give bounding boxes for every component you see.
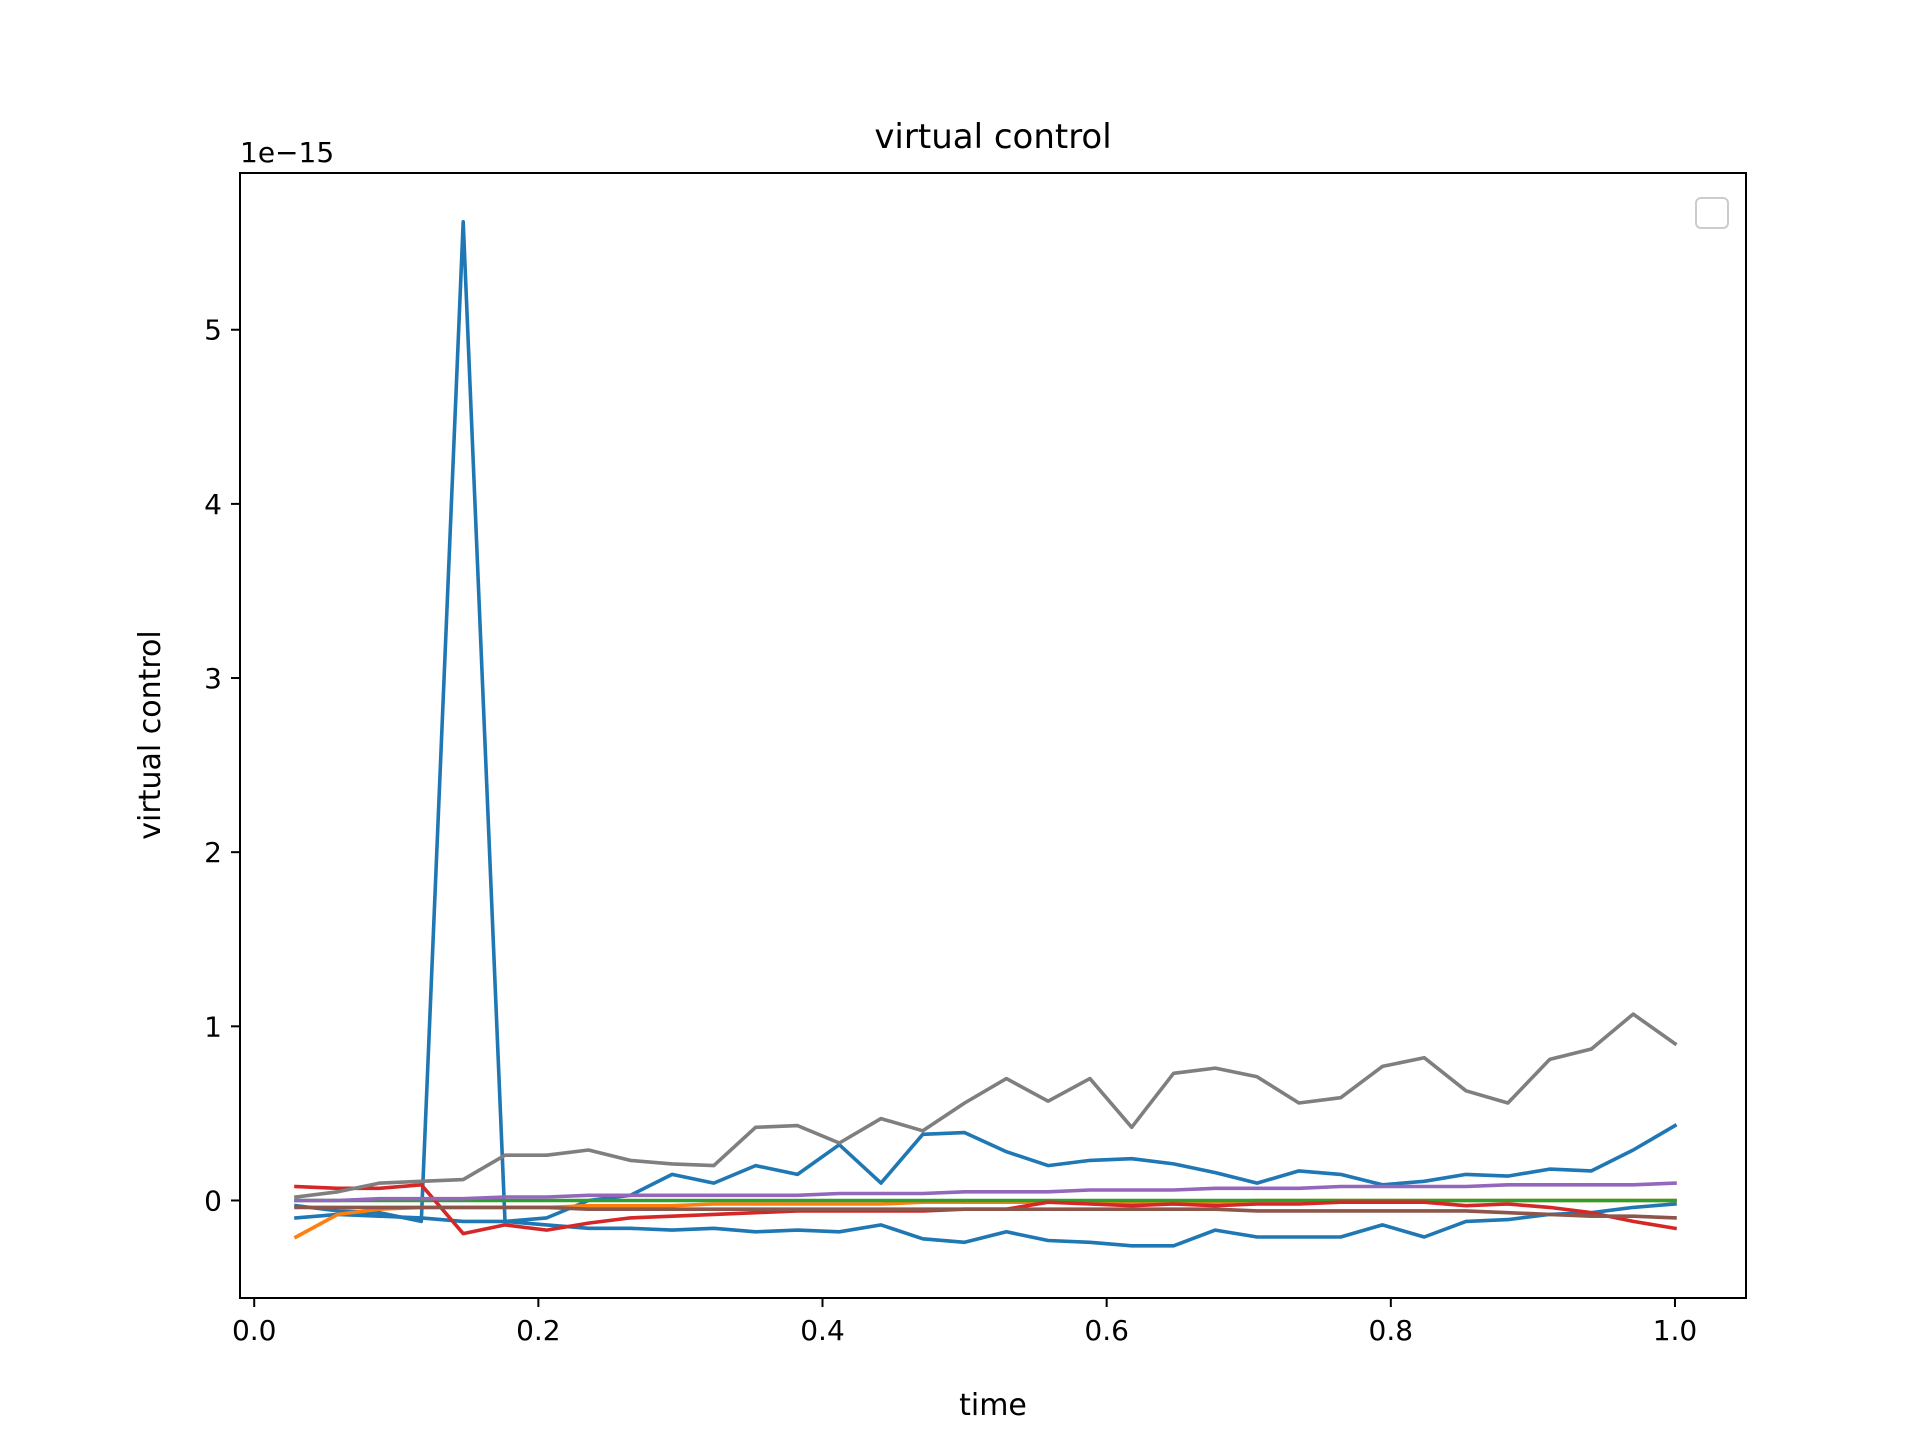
- series-line-6: [294, 1181, 1677, 1203]
- legend-box: [1695, 197, 1729, 229]
- y-tick-label: 4: [204, 488, 222, 521]
- series-line-1: [293, 220, 1678, 1224]
- y-axis-label: virtual control: [133, 630, 168, 839]
- x-tick-label: 1.0: [1653, 1314, 1698, 1347]
- x-tick-label: 0.4: [800, 1314, 845, 1347]
- y-offset-label: 1e−15: [240, 136, 334, 169]
- y-tick-label: 5: [204, 314, 222, 347]
- chart-title: virtual control: [874, 117, 1111, 157]
- series-line-8: [293, 1012, 1678, 1200]
- series-line-2: [294, 1202, 1677, 1248]
- y-tick-label: 3: [204, 662, 222, 695]
- y-axis-ticks: 0 1 2 3 4 5: [204, 314, 240, 1217]
- y-tick-label: 1: [204, 1010, 222, 1043]
- x-tick-label: 0.8: [1369, 1314, 1414, 1347]
- plot-area: [240, 173, 1746, 1298]
- series-line-7: [294, 1205, 1677, 1220]
- series-layer: [293, 220, 1678, 1248]
- plot-frame: [239, 172, 1747, 1299]
- x-tick-label: 0.6: [1084, 1314, 1129, 1347]
- x-axis-ticks: 0.0 0.2 0.4 0.6 0.8 1.0: [232, 1298, 1697, 1347]
- y-tick-label: 2: [204, 836, 222, 869]
- x-axis-label: time: [959, 1388, 1027, 1423]
- y-tick-label: 0: [204, 1184, 222, 1217]
- x-tick-label: 0.0: [232, 1314, 277, 1347]
- x-tick-label: 0.2: [516, 1314, 561, 1347]
